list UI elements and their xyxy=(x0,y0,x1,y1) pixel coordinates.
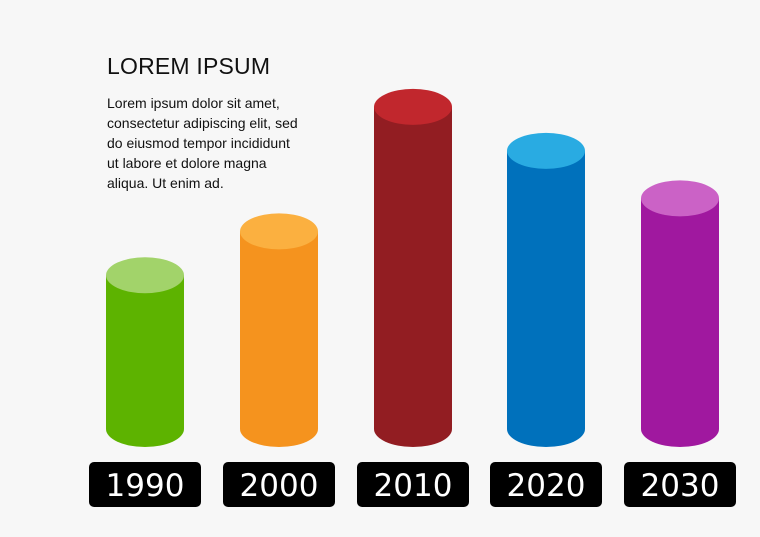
cylinder-body xyxy=(507,150,585,447)
description-line: aliqua. Ut enim ad. xyxy=(107,175,224,191)
cylinder-bar xyxy=(240,213,318,447)
year-label: 2000 xyxy=(223,462,335,507)
year-label-text: 2030 xyxy=(641,468,720,504)
cylinder-top xyxy=(240,213,318,250)
description-line: do eiusmod tempor incididunt xyxy=(107,135,290,151)
cylinder-top xyxy=(106,257,184,294)
year-label-box xyxy=(357,462,469,507)
year-label-text: 2010 xyxy=(374,468,453,504)
description-line: ut labore et dolore magna xyxy=(107,155,267,171)
cylinder-body xyxy=(641,198,719,447)
chart-title: LOREM IPSUM xyxy=(107,53,271,79)
cylinder-body xyxy=(106,275,184,447)
description-line: consectetur adipiscing elit, sed xyxy=(107,115,298,131)
cylinder-body xyxy=(240,231,318,447)
cylinder-bar xyxy=(641,180,719,447)
year-label-box xyxy=(223,462,335,507)
year-label: 2020 xyxy=(490,462,602,507)
year-label: 2030 xyxy=(624,462,736,507)
cylinder-bar xyxy=(106,257,184,447)
year-label-box xyxy=(624,462,736,507)
year-label-text: 2000 xyxy=(240,468,319,504)
chart-description: Lorem ipsum dolor sit amet, consectetur … xyxy=(107,93,337,193)
cylinder-bar xyxy=(507,132,585,447)
year-label-box xyxy=(490,462,602,507)
year-label: 1990 xyxy=(89,462,201,507)
cylinder-body xyxy=(374,106,452,448)
cylinder-top xyxy=(374,88,452,125)
cylinder-top xyxy=(641,180,719,217)
year-label-text: 1990 xyxy=(106,468,185,504)
cylinder-top xyxy=(507,132,585,169)
labels-group: 1990 2000 2010 2020 2030 xyxy=(89,462,736,507)
year-label-box xyxy=(89,462,201,507)
cylinder-bar xyxy=(374,88,452,448)
year-label: 2010 xyxy=(357,462,469,507)
description-line: Lorem ipsum dolor sit amet, xyxy=(107,95,280,111)
bars-group xyxy=(106,88,719,448)
year-label-text: 2020 xyxy=(507,468,586,504)
